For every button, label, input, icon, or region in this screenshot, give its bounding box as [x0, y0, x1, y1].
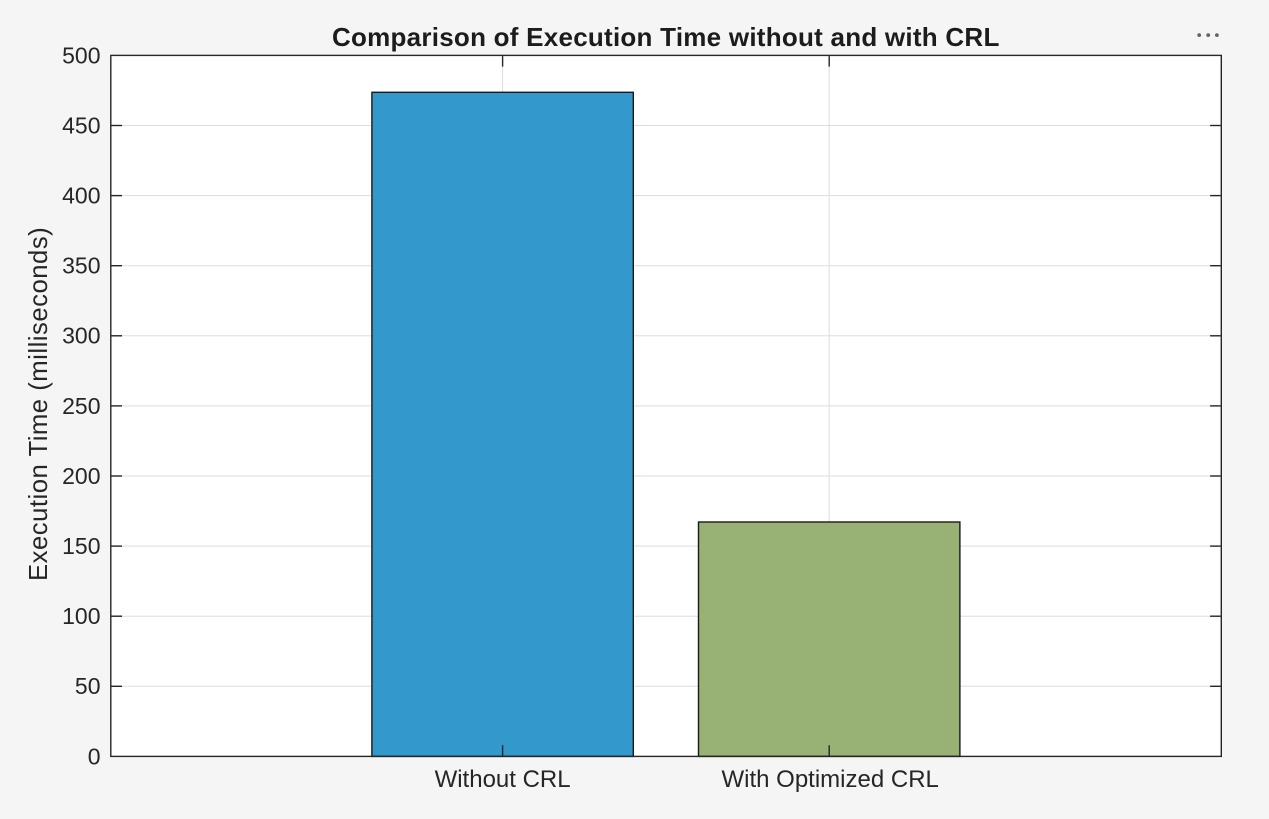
svg-text:300: 300 [62, 323, 100, 349]
svg-text:500: 500 [62, 42, 100, 68]
svg-text:400: 400 [62, 183, 100, 209]
svg-text:450: 450 [62, 112, 100, 138]
svg-text:150: 150 [62, 533, 100, 559]
svg-text:Without CRL: Without CRL [435, 766, 571, 793]
svg-text:250: 250 [62, 393, 100, 419]
svg-text:100: 100 [62, 603, 100, 629]
svg-text:Comparison of Execution Time w: Comparison of Execution Time without and… [332, 22, 1000, 52]
svg-text:With Optimized CRL: With Optimized CRL [722, 766, 939, 793]
svg-text:Execution Time (milliseconds): Execution Time (milliseconds) [25, 227, 53, 581]
svg-text:50: 50 [75, 673, 101, 699]
svg-text:200: 200 [62, 463, 100, 489]
svg-text:350: 350 [62, 253, 100, 279]
svg-text:0: 0 [88, 743, 101, 769]
